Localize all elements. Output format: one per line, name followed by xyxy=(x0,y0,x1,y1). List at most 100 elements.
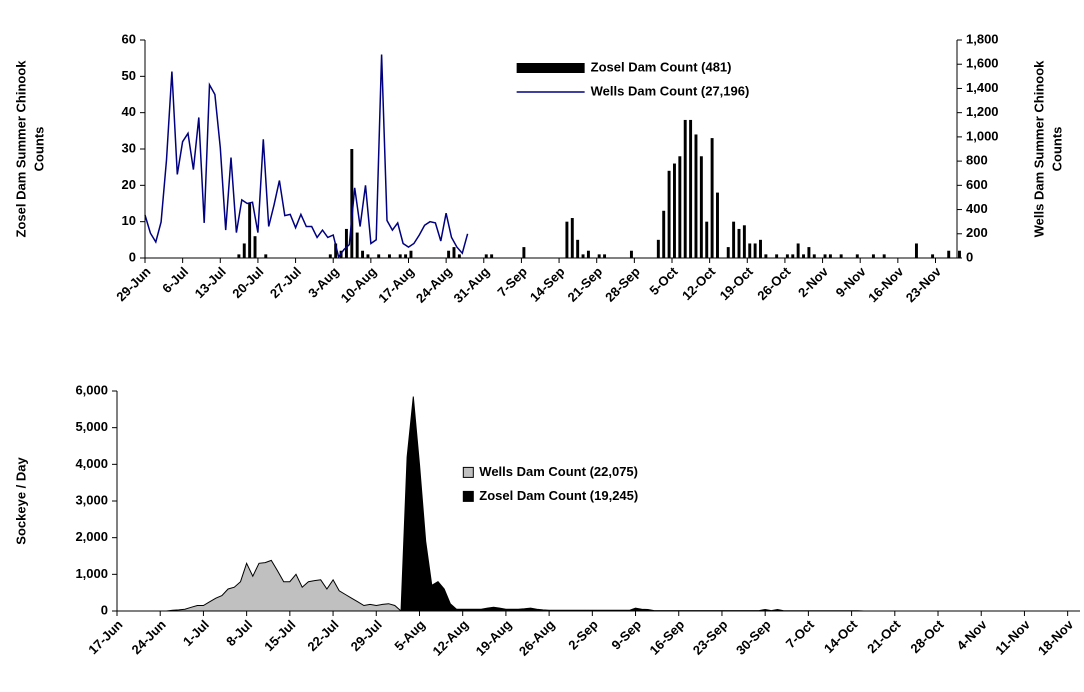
bar xyxy=(748,243,752,258)
y2-tick-label: 200 xyxy=(966,225,988,240)
x-tick-label: 22-Jul xyxy=(304,617,341,654)
x-tick-label: 24-Aug xyxy=(413,264,455,306)
area xyxy=(400,396,1080,612)
y-tick-label: 1,000 xyxy=(75,566,108,581)
bar xyxy=(699,156,703,258)
y2-tick-label: 1,400 xyxy=(966,80,999,95)
x-tick-label: 12-Aug xyxy=(429,617,471,659)
x-tick-label: 20-Jul xyxy=(229,264,266,301)
y2-tick-label: 400 xyxy=(966,201,988,216)
legend-label: Wells Dam Count (27,196) xyxy=(591,83,750,98)
x-tick-label: 7-Sep xyxy=(494,264,530,300)
bar xyxy=(570,218,574,258)
y-tick-label: 4,000 xyxy=(75,456,108,471)
bar xyxy=(328,254,332,258)
x-tick-label: 13-Jul xyxy=(192,264,229,301)
x-tick-label: 10-Aug xyxy=(338,264,380,306)
bar xyxy=(603,254,607,258)
x-tick-label: 16-Sep xyxy=(647,617,688,658)
bar xyxy=(350,149,354,258)
y-tick-label: 5,000 xyxy=(75,419,108,434)
x-tick-label: 4-Nov xyxy=(954,616,991,653)
bar xyxy=(409,250,413,258)
x-tick-label: 12-Oct xyxy=(679,263,719,303)
bar xyxy=(672,163,676,258)
bar xyxy=(732,221,736,258)
bar xyxy=(958,250,961,258)
bar xyxy=(484,254,488,258)
bar xyxy=(629,250,633,258)
bar xyxy=(361,250,365,258)
y2-tick-label: 1,000 xyxy=(966,128,999,143)
bar xyxy=(802,254,805,258)
x-tick-label: 21-Sep xyxy=(565,264,606,305)
x-tick-label: 9-Sep xyxy=(608,617,644,653)
x-tick-label: 17-Jun xyxy=(85,617,125,657)
y2-tick-label: 800 xyxy=(966,153,988,168)
bar xyxy=(726,247,730,258)
bar xyxy=(377,254,381,258)
x-tick-label: 8-Jul xyxy=(223,617,255,649)
x-tick-label: 19-Oct xyxy=(717,263,757,303)
x-tick-label: 11-Nov xyxy=(992,616,1033,657)
x-tick-label: 27-Jul xyxy=(267,264,304,301)
bar xyxy=(452,247,456,258)
bar xyxy=(683,119,687,258)
bar xyxy=(742,225,746,258)
y-tick-label: 6,000 xyxy=(75,382,108,397)
y-tick-label: 20 xyxy=(122,177,136,192)
x-tick-label: 31-Aug xyxy=(451,264,493,306)
bar xyxy=(490,254,494,258)
bar xyxy=(522,247,526,258)
bar xyxy=(689,119,693,258)
y2-tick-label: 1,800 xyxy=(966,31,999,46)
x-tick-label: 18-Nov xyxy=(1035,616,1077,658)
x-tick-label: 14-Sep xyxy=(527,264,568,305)
y2-axis-title: Wells Dam Summer Chinook xyxy=(1031,60,1046,238)
bar xyxy=(705,221,709,258)
x-tick-label: 14-Oct xyxy=(821,616,861,656)
bar xyxy=(248,203,252,258)
bar xyxy=(914,243,918,258)
bar xyxy=(447,250,451,258)
y-tick-label: 60 xyxy=(122,31,136,46)
x-tick-label: 28-Sep xyxy=(602,264,643,305)
x-tick-label: 5-Aug xyxy=(391,617,428,654)
x-tick-label: 24-Jun xyxy=(129,617,169,657)
y-tick-label: 40 xyxy=(122,104,136,119)
bar xyxy=(785,254,789,258)
bar xyxy=(597,254,601,258)
bar xyxy=(737,228,741,258)
y-tick-label: 10 xyxy=(122,213,136,228)
x-tick-label: 23-Nov xyxy=(903,263,945,305)
bar xyxy=(759,239,762,258)
x-tick-label: 15-Jul xyxy=(261,617,298,654)
legend-swatch xyxy=(462,490,474,502)
bar xyxy=(716,192,719,258)
bar xyxy=(404,254,408,258)
bar xyxy=(264,254,268,258)
legend-label: Zosel Dam Count (19,245) xyxy=(479,488,638,503)
x-tick-label: 7-Oct xyxy=(783,616,818,651)
bar xyxy=(678,156,682,258)
y-tick-label: 2,000 xyxy=(75,529,108,544)
bar xyxy=(764,254,768,258)
bar xyxy=(828,254,832,258)
y2-axis-title: Counts xyxy=(1049,127,1064,172)
bar xyxy=(796,243,800,258)
bar xyxy=(662,210,666,258)
chart: 010203040506002004006008001,0001,2001,40… xyxy=(13,31,1064,305)
y-axis-title: Counts xyxy=(31,127,46,172)
x-tick-label: 23-Sep xyxy=(690,617,731,658)
bar xyxy=(694,134,698,258)
bar xyxy=(882,254,886,258)
x-tick-label: 19-Aug xyxy=(473,617,515,659)
legend-label: Wells Dam Count (22,075) xyxy=(479,464,638,479)
legend-swatch xyxy=(516,63,585,73)
bar xyxy=(753,243,757,258)
bar xyxy=(581,254,585,258)
bar xyxy=(398,254,402,258)
x-tick-label: 5-Oct xyxy=(646,263,681,298)
x-tick-label: 1-Jul xyxy=(180,617,212,649)
